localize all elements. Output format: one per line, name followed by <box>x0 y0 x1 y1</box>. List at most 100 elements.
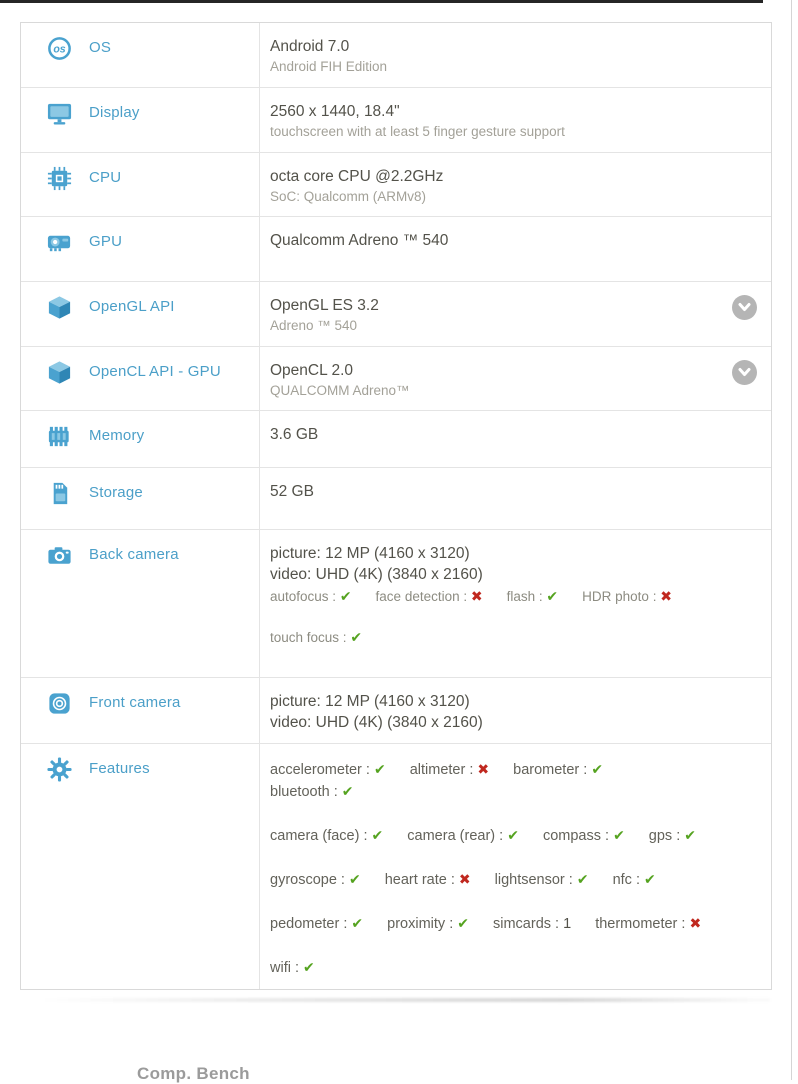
spec-label: Storage <box>89 484 143 501</box>
feature-item: gps : ✔ <box>648 827 697 844</box>
feature-label: lightsensor <box>494 872 565 888</box>
spec-value-line: QUALCOMM Adreno™ <box>270 383 410 398</box>
spec-label: Display <box>89 104 140 121</box>
check-icon: ✔ <box>351 915 364 931</box>
spec-value-line: OpenCL 2.0 <box>270 362 354 379</box>
spec-row-cpu: CPU octa core CPU @2.2GHz SoC: Qualcomm (A… <box>21 153 771 217</box>
spec-label: OpenGL API <box>89 298 175 315</box>
storage-icon <box>46 480 73 507</box>
spec-value-line: Adreno ™ 540 <box>270 318 358 333</box>
feature-label: HDR photo <box>582 589 649 604</box>
spec-label-cell: Display <box>21 88 259 152</box>
spec-value-line: Android FIH Edition <box>270 59 388 74</box>
spec-row-features: Features accelerometer : ✔ altimeter : ✖ ba… <box>21 744 771 989</box>
card-bottom-shadow <box>40 998 770 1002</box>
cross-icon: ✖ <box>458 871 471 887</box>
spec-row-os: os OS Android 7.0 Android FIH Edition <box>21 23 771 88</box>
feature-item: accelerometer : ✔ <box>270 761 386 778</box>
cpu-icon <box>46 165 73 192</box>
spec-label: GPU <box>89 233 123 250</box>
feature-line: autofocus : ✔ face detection : ✖ flash : ✔… <box>270 587 727 606</box>
feature-item: proximity : ✔ <box>387 915 469 932</box>
feature-line: gyroscope : ✔ heart rate : ✖ lightsensor :… <box>270 869 727 891</box>
spec-label: Features <box>89 760 150 777</box>
spec-label: OpenCL API - GPU <box>89 363 221 380</box>
feature-item: thermometer : ✖ <box>595 915 702 932</box>
spec-row-storage: Storage 52 GB <box>21 468 771 530</box>
feature-item: gyroscope : ✔ <box>270 871 361 888</box>
check-icon: ✔ <box>341 783 354 799</box>
back-camera-icon <box>46 542 73 569</box>
front-camera-icon <box>46 690 73 717</box>
check-icon: ✔ <box>576 871 589 887</box>
opencl-cube-icon <box>46 359 73 386</box>
feature-item: simcards : 1 <box>493 916 572 932</box>
check-icon: ✔ <box>373 761 386 777</box>
cross-icon: ✖ <box>470 588 483 604</box>
expand-row-button[interactable] <box>732 295 757 320</box>
feature-item: camera (rear) : ✔ <box>407 827 519 844</box>
spec-label-cell: Storage <box>21 468 259 529</box>
feature-label: barometer <box>513 762 580 778</box>
check-icon: ✔ <box>339 588 352 604</box>
spec-label: OS <box>89 39 112 56</box>
feature-label: autofocus <box>270 589 329 604</box>
spec-row-opengl: OpenGL API OpenGL ES 3.2 Adreno ™ 540 <box>21 282 771 347</box>
spec-row-opencl: OpenCL API - GPU OpenCL 2.0 QUALCOMM Adren… <box>21 347 771 411</box>
chevron-down-icon <box>732 294 757 322</box>
feature-item: camera (face) : ✔ <box>270 827 384 844</box>
spec-row-front_camera: Front camera picture: 12 MP (4160 x 3120)… <box>21 678 771 744</box>
expand-row-button[interactable] <box>732 360 757 385</box>
feature-label: nfc <box>612 872 632 888</box>
feature-label: altimeter <box>409 762 466 778</box>
spec-value-line: SoC: Qualcomm (ARMv8) <box>270 189 427 204</box>
feature-item: barometer : ✔ <box>513 761 604 778</box>
feature-item: compass : ✔ <box>542 827 625 844</box>
spec-label-cell: OpenCL API - GPU <box>21 347 259 410</box>
cross-icon: ✖ <box>689 915 702 931</box>
check-icon: ✔ <box>613 827 625 843</box>
cross-icon: ✖ <box>477 761 490 777</box>
feature-item: nfc : ✔ <box>612 871 656 888</box>
spec-label-cell: GPU <box>21 217 259 281</box>
spec-value-cell: 2560 x 1440, 18.4" touchscreen with at le… <box>259 88 771 152</box>
opengl-cube-icon <box>46 294 73 321</box>
spec-row-memory: Memory 3.6 GB <box>21 411 771 468</box>
spec-value-cell: picture: 12 MP (4160 x 3120) video: UHD (… <box>259 678 771 743</box>
page-right-border <box>791 0 792 1080</box>
spec-value-cell: octa core CPU @2.2GHz SoC: Qualcomm (ARMv… <box>259 153 771 216</box>
spec-label-cell: Front camera <box>21 678 259 743</box>
feature-label: bluetooth <box>270 784 330 800</box>
spec-value-line: picture: 12 MP (4160 x 3120) <box>270 545 470 562</box>
spec-value-line: video: UHD (4K) (3840 x 2160) <box>270 714 483 731</box>
feature-label: accelerometer <box>270 762 362 778</box>
feature-label: wifi <box>270 960 291 976</box>
spec-value-cell: picture: 12 MP (4160 x 3120) video: UHD (… <box>259 530 771 677</box>
spec-value-line: octa core CPU @2.2GHz <box>270 168 444 185</box>
spec-value-cell: Qualcomm Adreno ™ 540 <box>259 217 771 281</box>
chevron-down-icon <box>732 359 757 387</box>
spec-value-line: Qualcomm Adreno ™ 540 <box>270 232 449 249</box>
memory-icon <box>46 423 73 450</box>
check-icon: ✔ <box>684 827 697 843</box>
spec-row-gpu: GPU Qualcomm Adreno ™ 540 <box>21 217 771 282</box>
top-window-edge <box>0 0 763 3</box>
gpu-icon <box>46 229 73 256</box>
feature-line: pedometer : ✔ proximity : ✔ simcards : 1 th… <box>270 913 727 935</box>
device-spec-table: os OS Android 7.0 Android FIH Edition Displa… <box>20 22 772 990</box>
feature-label: gyroscope <box>270 872 337 888</box>
feature-item: heart rate : ✖ <box>384 871 471 888</box>
spec-value-line: Android 7.0 <box>270 38 350 55</box>
spec-label-cell: CPU <box>21 153 259 216</box>
spec-label: Back camera <box>89 546 179 563</box>
check-icon: ✔ <box>507 827 519 843</box>
svg-text:os: os <box>53 43 65 55</box>
spec-value-cell: Android 7.0 Android FIH Edition <box>259 23 771 87</box>
feature-item: flash : ✔ <box>506 588 559 604</box>
spec-value-cell: 52 GB <box>259 468 771 529</box>
spec-label: CPU <box>89 169 122 186</box>
feature-line: accelerometer : ✔ altimeter : ✖ barometer … <box>270 759 727 803</box>
spec-value-cell: OpenCL 2.0 QUALCOMM Adreno™ <box>259 347 771 410</box>
feature-label: touch focus <box>270 630 340 645</box>
feature-line: touch focus : ✔ <box>270 628 727 647</box>
